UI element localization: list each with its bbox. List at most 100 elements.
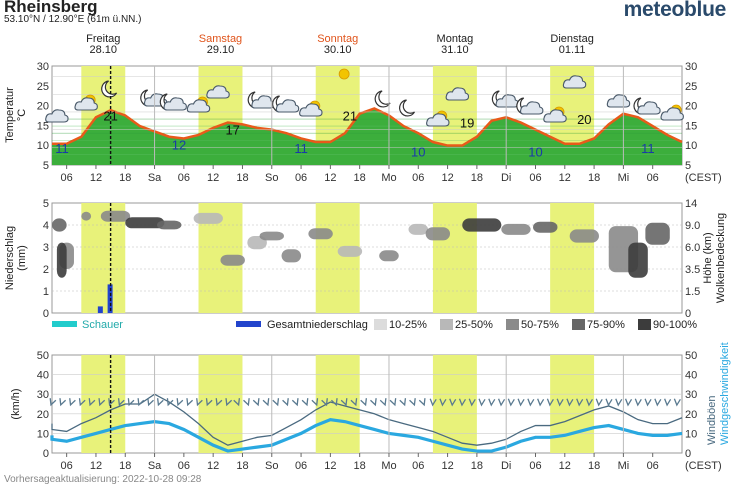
min-temperature-label: 11 [641,141,655,156]
wind-direction-arrow [176,398,184,407]
x-tick-label: 06 [295,172,307,184]
wind-direction-arrow [439,398,447,407]
brand-logo[interactable]: meteoblue [623,0,727,21]
wind-direction-arrow [117,398,125,407]
cloud-icon [562,75,587,89]
cloud-cover-cell [100,210,131,222]
x-tick-label: 12 [207,460,219,472]
cloud-shape [660,107,684,121]
moon-icon [491,90,520,108]
x-tick-label: 06 [647,460,659,472]
total-precip-legend-swatch [236,321,261,327]
y-tick-label: 20 [685,101,697,113]
wind-direction-arrow [282,398,289,407]
total-precip-legend-label: Gesamtniederschlag [267,319,368,331]
wind-direction-arrow [330,398,338,407]
cloud-shape [606,94,631,108]
wind-direction-arrow [595,398,603,407]
moon-icon [633,97,661,115]
moon-icon [516,97,544,115]
cloud-cover-legend-swatch [440,319,453,330]
wind-direction-arrow [556,398,564,407]
precipitation-legend: Schauer Gesamtniederschlag 10-25% 25-50% 50-… [52,319,697,331]
page-title: Rheinsberg [4,0,98,16]
y-tick-label: 30 [37,389,49,401]
y-tick-label: 0 [685,448,691,460]
wind-direction-arrow [252,398,260,407]
y-tick-label: 3.5 [685,264,700,276]
x-tick-label: 06 [529,460,541,472]
wind-direction-arrow [379,398,387,407]
precipitation-axis-title: Niederschlag [4,226,16,290]
partly-cloudy-icon [543,106,567,123]
x-tick-label: 18 [588,172,600,184]
update-timestamp: Vorhersageaktualisierung: 2022-10-28 09:… [4,474,202,485]
wind-direction-arrow [340,398,348,407]
x-tick-label: 18 [588,460,600,472]
y-tick-label: 9.0 [685,220,700,232]
precipitation-bar [97,306,103,313]
shower-legend-swatch [52,321,77,327]
cloud-cover-cell [408,223,429,235]
cloud-cover-cell [52,218,67,232]
x-tick-label: 12 [324,172,336,184]
moon-shape [101,80,118,98]
timezone-label: (CEST) [685,172,722,184]
wind-direction-arrow [527,398,535,407]
daylight-band [198,355,243,453]
y-tick-label: 30 [685,61,697,73]
min-temperature-label: 10 [411,144,425,159]
y-tick-label: 0 [685,308,691,320]
day-name: Samstag [199,33,242,45]
max-temperature-label: 19 [460,116,474,131]
x-tick-label: 12 [90,172,102,184]
y-tick-label: 10 [37,428,49,440]
cloud-shape [206,85,230,99]
y-tick-label: 0 [43,448,49,460]
cloud-cover-cell [81,211,92,221]
x-tick-label: 12 [441,460,453,472]
y-tick-label: 4 [43,220,49,232]
x-tick-label: 18 [471,172,483,184]
moon-icon [101,80,118,98]
wind-direction-arrow [59,398,67,407]
x-tick-label: Di [501,172,511,184]
wind-direction-arrow [291,398,299,407]
x-tick-label: 18 [236,460,248,472]
y-tick-label: 5 [685,160,691,172]
x-tick-label: 18 [354,172,366,184]
wind-direction-arrow [78,398,86,407]
max-temperature-label: 20 [577,112,591,127]
max-temperature-label: 21 [343,108,357,123]
y-tick-label: 20 [37,409,49,421]
cloud-shape [562,75,587,89]
temperature-panel: 11 21 12 17 11 21 10 19 10 20 11 5 10 15 20 25 30 5 10 15 20… [4,61,722,184]
cloud-cover-cell [56,242,67,278]
precipitation-unit: (mm) [16,245,28,271]
gust-axis-title: Windböen [706,395,718,445]
cloud-cover-cell [628,242,648,278]
day-date: 30.10 [324,44,352,56]
temperature-unit: °C [16,109,28,121]
x-tick-label: 06 [412,460,424,472]
cloud-shape [74,97,98,111]
min-temperature-label: 12 [172,137,186,152]
wind-direction-arrow [664,398,672,407]
day-date: 28.10 [90,44,118,56]
wind-direction-arrow [673,398,681,407]
y-tick-label: 3 [43,242,49,254]
y-tick-label: 10 [685,428,697,440]
y-tick-label: 15 [685,120,697,132]
day-date: 01.11 [559,44,586,56]
x-tick-label: 12 [207,172,219,184]
wind-direction-arrow [215,398,223,407]
cloud-shape [637,101,661,115]
cloud-cover-cell [337,245,363,257]
cloud-cover-cell [379,250,399,262]
x-tick-label: Mi [618,460,630,472]
cloud-cover-legend-swatch [506,319,519,330]
max-temperature-label: 21 [103,108,117,123]
y-tick-label: 10 [685,140,697,152]
x-tick-label: 12 [559,172,571,184]
wind-direction-arrow [166,398,174,407]
